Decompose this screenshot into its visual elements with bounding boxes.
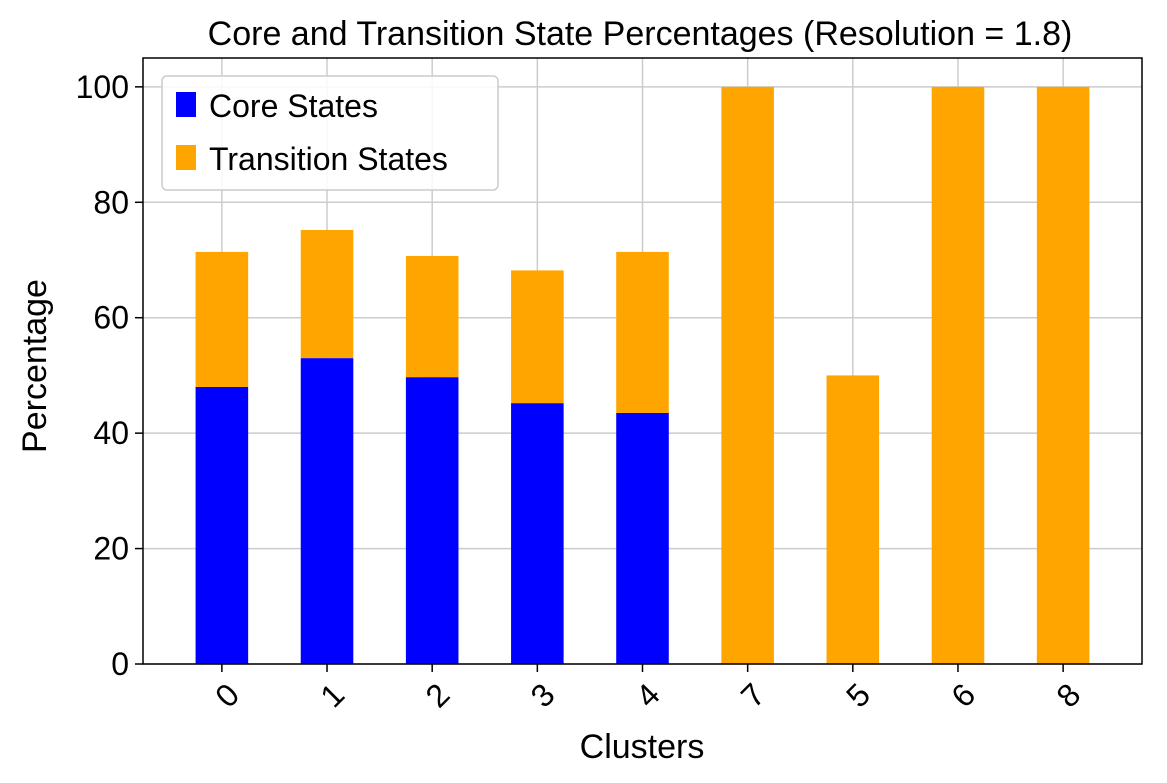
- y-tick-label: 100: [76, 69, 129, 105]
- x-tick-label: 2: [418, 676, 456, 714]
- y-axis: 0 20 40 60 80 100: [76, 69, 143, 682]
- bar-transition-states-cluster-1: [300, 229, 354, 359]
- x-tick-label: 4: [629, 676, 667, 714]
- x-tick-label: 3: [524, 676, 562, 714]
- y-tick-label: 20: [93, 531, 129, 567]
- bar-transition-states-cluster-5: [826, 375, 880, 664]
- bar-transition-states-cluster-8: [1036, 86, 1090, 665]
- y-tick-label: 60: [93, 300, 129, 336]
- legend: Core States Transition States: [161, 75, 499, 191]
- legend-label-transition-states: Transition States: [209, 141, 448, 177]
- x-tick-label: 0: [208, 676, 246, 714]
- x-tick-label: 1: [313, 676, 351, 714]
- bars-layer: [195, 86, 1090, 665]
- x-tick-label: 8: [1049, 676, 1087, 714]
- y-tick-label: 40: [93, 415, 129, 451]
- legend-swatch-transition-states: [176, 145, 196, 170]
- bar-core-states-cluster-0: [195, 386, 249, 664]
- bar-transition-states-cluster-7: [721, 86, 774, 665]
- x-tick-label: 7: [734, 676, 772, 714]
- legend-box: [161, 75, 499, 191]
- x-axis: 0 1 2 3 4 7 5 6 8: [208, 664, 1087, 714]
- x-tick-label: 6: [944, 676, 982, 714]
- bar-transition-states-cluster-3: [511, 270, 564, 404]
- legend-swatch-core-states: [176, 92, 196, 117]
- x-axis-label: Clusters: [580, 728, 705, 766]
- bar-transition-states-cluster-0: [195, 251, 249, 387]
- bar-transition-states-cluster-6: [931, 86, 985, 665]
- y-axis-label: Percentage: [16, 279, 54, 453]
- bar-core-states-cluster-1: [300, 358, 354, 664]
- bar-core-states-cluster-2: [405, 377, 459, 664]
- legend-label-core-states: Core States: [209, 88, 378, 124]
- bar-transition-states-cluster-4: [616, 251, 669, 413]
- y-tick-label: 0: [111, 646, 129, 682]
- bar-core-states-cluster-3: [511, 403, 564, 664]
- bar-core-states-cluster-4: [616, 412, 669, 664]
- x-tick-label: 5: [839, 676, 877, 714]
- y-tick-label: 80: [93, 184, 129, 220]
- bar-transition-states-cluster-2: [405, 255, 459, 378]
- chart-title: Core and Transition State Percentages (R…: [208, 15, 1073, 53]
